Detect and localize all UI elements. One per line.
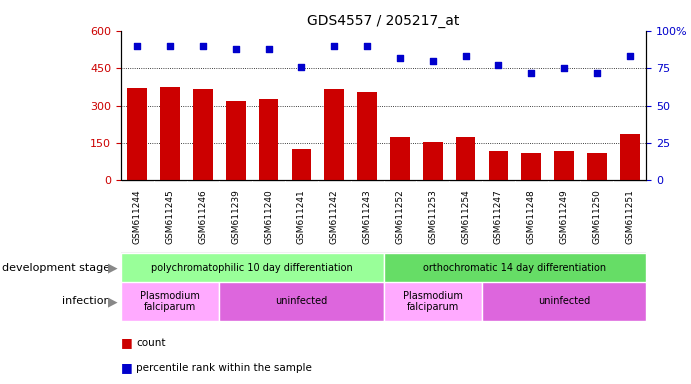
Text: GSM611246: GSM611246 — [198, 190, 207, 244]
Bar — [620, 134, 639, 180]
Text: polychromatophilic 10 day differentiation: polychromatophilic 10 day differentiatio… — [151, 263, 353, 273]
Text: ■: ■ — [121, 361, 133, 374]
Point — [296, 64, 307, 70]
Point — [164, 43, 176, 49]
Bar — [226, 101, 246, 180]
Text: ▶: ▶ — [108, 295, 117, 308]
Point — [132, 43, 143, 49]
Bar — [220, 282, 384, 321]
Bar — [127, 88, 147, 180]
Bar — [325, 89, 344, 180]
Text: GSM611250: GSM611250 — [592, 190, 601, 244]
Point — [198, 43, 209, 49]
Text: Plasmodium
falciparum: Plasmodium falciparum — [403, 291, 463, 312]
Bar — [554, 151, 574, 180]
Text: GSM611247: GSM611247 — [494, 190, 503, 244]
Point — [361, 43, 372, 49]
Text: ■: ■ — [121, 336, 133, 349]
Point — [263, 46, 274, 52]
Bar — [456, 137, 475, 180]
Point — [230, 46, 241, 52]
Bar — [121, 253, 384, 282]
Text: GSM611248: GSM611248 — [527, 190, 536, 244]
Text: GSM611242: GSM611242 — [330, 190, 339, 244]
Text: GSM611249: GSM611249 — [560, 190, 569, 244]
Text: GSM611254: GSM611254 — [461, 190, 470, 244]
Bar — [423, 142, 442, 180]
Text: uninfected: uninfected — [275, 296, 328, 306]
Text: GSM611244: GSM611244 — [133, 190, 142, 244]
Text: uninfected: uninfected — [538, 296, 590, 306]
Point — [526, 70, 537, 76]
Text: GSM611251: GSM611251 — [625, 190, 634, 244]
Point — [395, 55, 406, 61]
Bar — [357, 92, 377, 180]
Point — [558, 65, 569, 71]
Text: count: count — [136, 338, 166, 348]
Text: GSM611252: GSM611252 — [395, 190, 404, 244]
Point — [624, 53, 635, 59]
Point — [493, 62, 504, 68]
Point — [460, 53, 471, 59]
Bar — [384, 253, 646, 282]
Point — [427, 58, 438, 64]
Bar — [292, 149, 311, 180]
Bar — [121, 282, 220, 321]
Point — [329, 43, 340, 49]
Bar — [489, 151, 508, 180]
Text: ▶: ▶ — [108, 262, 117, 274]
Text: percentile rank within the sample: percentile rank within the sample — [136, 363, 312, 373]
Title: GDS4557 / 205217_at: GDS4557 / 205217_at — [307, 14, 460, 28]
Text: infection: infection — [62, 296, 114, 306]
Bar — [160, 87, 180, 180]
Text: GSM611253: GSM611253 — [428, 190, 437, 244]
Text: development stage: development stage — [2, 263, 114, 273]
Bar — [587, 153, 607, 180]
Bar — [390, 137, 410, 180]
Text: GSM611241: GSM611241 — [297, 190, 306, 244]
Point — [591, 70, 603, 76]
Text: Plasmodium
falciparum: Plasmodium falciparum — [140, 291, 200, 312]
Bar — [384, 282, 482, 321]
Bar — [521, 153, 541, 180]
Text: GSM611243: GSM611243 — [363, 190, 372, 244]
Bar — [259, 99, 278, 180]
Bar — [193, 89, 213, 180]
Text: GSM611239: GSM611239 — [231, 190, 240, 244]
Text: orthochromatic 14 day differentiation: orthochromatic 14 day differentiation — [423, 263, 607, 273]
Text: GSM611245: GSM611245 — [166, 190, 175, 244]
Bar — [482, 282, 646, 321]
Text: GSM611240: GSM611240 — [264, 190, 273, 244]
